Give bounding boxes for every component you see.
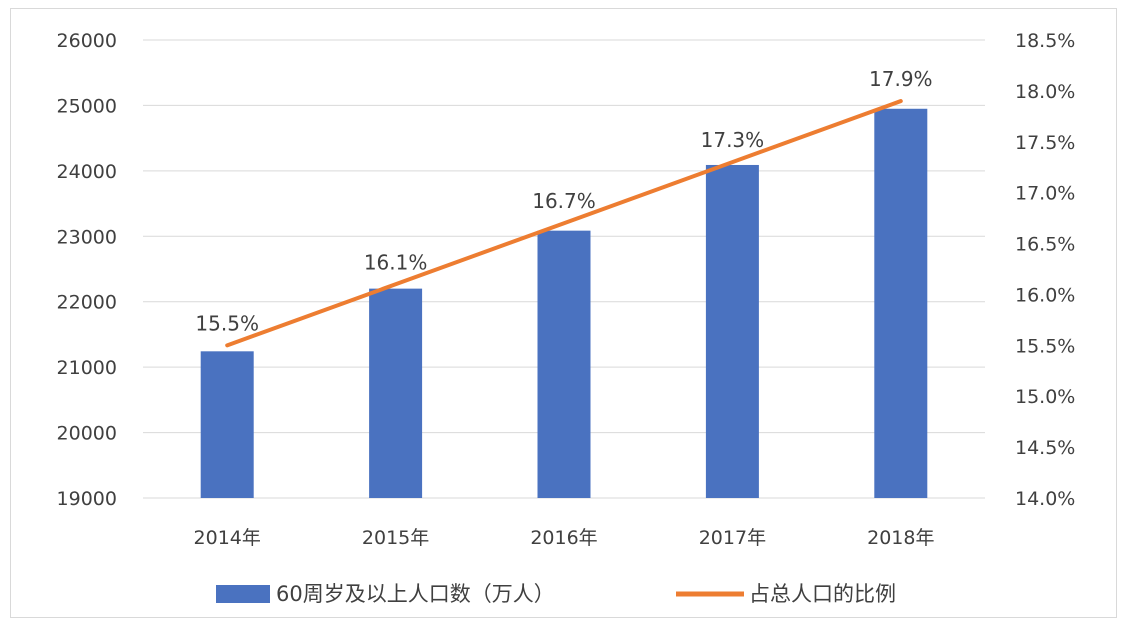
legend-bar-swatch bbox=[216, 585, 270, 603]
left-axis-tick-label: 25000 bbox=[57, 95, 117, 117]
line-series bbox=[225, 99, 903, 348]
right-axis-tick-label: 17.0% bbox=[1015, 183, 1075, 205]
left-axis-tick-label: 22000 bbox=[57, 292, 117, 314]
right-axis-tick-label: 15.0% bbox=[1015, 386, 1075, 408]
line-data-label: 15.5% bbox=[195, 311, 259, 335]
left-axis-tick-label: 26000 bbox=[57, 30, 117, 52]
line-data-label: 16.1% bbox=[364, 250, 428, 274]
right-axis-tick-label: 16.0% bbox=[1015, 284, 1075, 306]
bar bbox=[200, 351, 254, 498]
bar bbox=[874, 108, 928, 498]
line-data-label: 17.3% bbox=[701, 128, 765, 152]
left-axis-tick-label: 21000 bbox=[57, 357, 117, 379]
legend-line-label: 占总人口的比例 bbox=[749, 582, 896, 606]
line-data-label: 16.7% bbox=[532, 189, 596, 213]
bar bbox=[705, 164, 759, 498]
x-axis-tick-label: 2016年 bbox=[530, 527, 597, 549]
right-axis-tick-label: 16.5% bbox=[1015, 234, 1075, 256]
x-axis-tick-label: 2018年 bbox=[867, 527, 934, 549]
left-axis-tick-label: 19000 bbox=[57, 488, 117, 510]
x-axis-tick-label: 2015年 bbox=[362, 527, 429, 549]
legend-bar-label: 60周岁及以上人口数（万人） bbox=[276, 582, 555, 606]
left-axis-ticks: 19000 20000 21000 22000 23000 24000 25000 26000 bbox=[57, 30, 117, 510]
bar-series bbox=[200, 108, 928, 498]
right-axis-tick-label: 18.0% bbox=[1015, 81, 1075, 103]
right-axis-tick-label: 18.5% bbox=[1015, 30, 1075, 52]
left-axis-tick-label: 24000 bbox=[57, 161, 117, 183]
right-axis-tick-label: 14.0% bbox=[1015, 488, 1075, 510]
x-axis-ticks: 2014年 2015年 2016年 2017年 2018年 bbox=[194, 527, 935, 549]
right-axis-ticks: 14.0% 14.5% 15.0% 15.5% 16.0% 16.5% 17.0% 17.5%… bbox=[1015, 30, 1075, 510]
right-axis-tick-label: 14.5% bbox=[1015, 437, 1075, 459]
line-path bbox=[225, 99, 903, 348]
line-data-labels: 15.5% 16.1% 16.7% 17.3% 17.9% bbox=[195, 67, 932, 335]
x-axis-tick-label: 2017年 bbox=[699, 527, 766, 549]
right-axis-tick-label: 15.5% bbox=[1015, 335, 1075, 357]
legend: 60周岁及以上人口数（万人） 占总人口的比例 bbox=[216, 582, 896, 606]
x-axis-tick-label: 2014年 bbox=[194, 527, 261, 549]
left-axis-tick-label: 20000 bbox=[57, 423, 117, 445]
bar bbox=[537, 230, 591, 498]
right-axis-tick-label: 17.5% bbox=[1015, 132, 1075, 154]
bar bbox=[369, 288, 423, 498]
line-data-label: 17.9% bbox=[869, 67, 933, 91]
left-axis-tick-label: 23000 bbox=[57, 226, 117, 248]
